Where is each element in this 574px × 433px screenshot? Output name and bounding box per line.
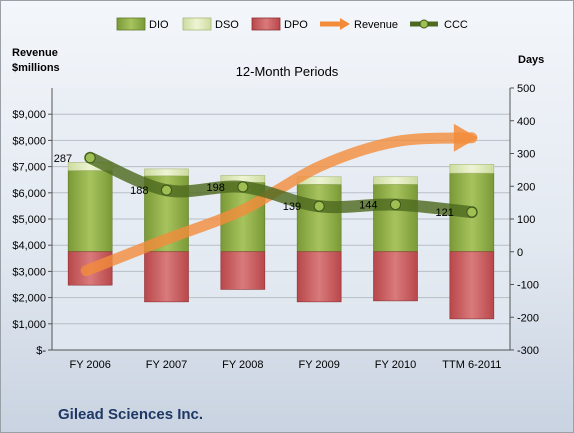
x-tick-label: FY 2010	[375, 359, 416, 371]
left-tick-label: $6,000	[12, 188, 46, 200]
left-tick-label: $3,000	[12, 266, 46, 278]
ccc-point	[390, 199, 401, 211]
legend-swatch-dpo	[251, 17, 281, 31]
right-tick-label: -200	[517, 312, 539, 324]
left-tick-label: $8,000	[12, 135, 46, 147]
dio-bar	[373, 183, 418, 253]
x-tick-label: FY 2007	[146, 359, 187, 371]
left-axis-title-line-1: Revenue	[12, 47, 58, 59]
left-tick-label: $1,000	[12, 319, 46, 331]
company-name: Gilead Sciences Inc.	[58, 406, 204, 423]
legend-label: DPO	[284, 19, 308, 31]
legend-label: CCC	[444, 19, 468, 31]
legend-label: DSO	[215, 19, 239, 31]
dio-bar	[67, 170, 113, 253]
right-tick-label: 0	[517, 247, 523, 259]
x-tick-label: FY 2009	[298, 359, 339, 371]
right-tick-label: -300	[517, 345, 539, 357]
ccc-data-label: 144	[359, 200, 377, 212]
x-tick-label: TTM 6-2011	[442, 359, 501, 371]
x-tick-label: FY 2006	[69, 359, 110, 371]
left-tick-label: $2,000	[12, 293, 46, 305]
dpo-bar	[144, 251, 189, 303]
ccc-data-label: 188	[130, 185, 148, 197]
left-tick-label: $-	[36, 345, 46, 357]
ccc-point	[84, 152, 96, 164]
ccc-point	[466, 206, 478, 218]
ccc-data-label: 121	[435, 207, 453, 219]
dpo-bar	[373, 251, 418, 302]
ccc-point	[237, 181, 249, 193]
dio-bar	[296, 183, 342, 253]
dso-bar	[144, 168, 189, 177]
right-tick-label: 200	[517, 181, 535, 193]
left-axis-title-line-2: $millions	[12, 62, 60, 74]
left-tick-label: $4,000	[12, 240, 46, 252]
legend-label: DIO	[149, 19, 169, 31]
dso-bar	[373, 176, 418, 185]
legend-swatch-dio	[116, 17, 146, 31]
left-tick-label: $9,000	[12, 109, 46, 121]
ccc-point	[161, 184, 172, 196]
ccc-line	[84, 151, 478, 219]
right-tick-label: 300	[517, 149, 535, 161]
dpo-bar	[449, 251, 495, 320]
legend-label: Revenue	[354, 19, 398, 31]
legend-arrowhead	[340, 18, 350, 30]
right-tick-label: 500	[517, 83, 535, 95]
legend-marker	[419, 19, 429, 29]
x-tick-label: FY 2008	[222, 359, 263, 371]
revenue-arrowhead	[453, 123, 478, 152]
left-tick-label: $7,000	[12, 162, 46, 174]
chart-subtitle: 12-Month Periods	[235, 64, 339, 79]
dpo-bar	[220, 251, 266, 290]
dso-bar	[449, 164, 495, 174]
left-tick-label: $5,000	[12, 214, 46, 226]
left-axis-title: Revenue $millions	[12, 46, 60, 76]
right-tick-label: 400	[517, 116, 535, 128]
legend-swatch-dso	[182, 17, 212, 31]
right-axis-title: Days	[518, 54, 545, 66]
dpo-bar	[296, 251, 342, 303]
ccc-data-label: 287	[54, 153, 72, 165]
ccc-data-label: 198	[206, 182, 224, 194]
ccc-data-label: 139	[283, 201, 301, 213]
right-tick-label: 100	[517, 214, 535, 226]
right-tick-label: -100	[517, 280, 539, 292]
ccc-point	[313, 200, 325, 212]
